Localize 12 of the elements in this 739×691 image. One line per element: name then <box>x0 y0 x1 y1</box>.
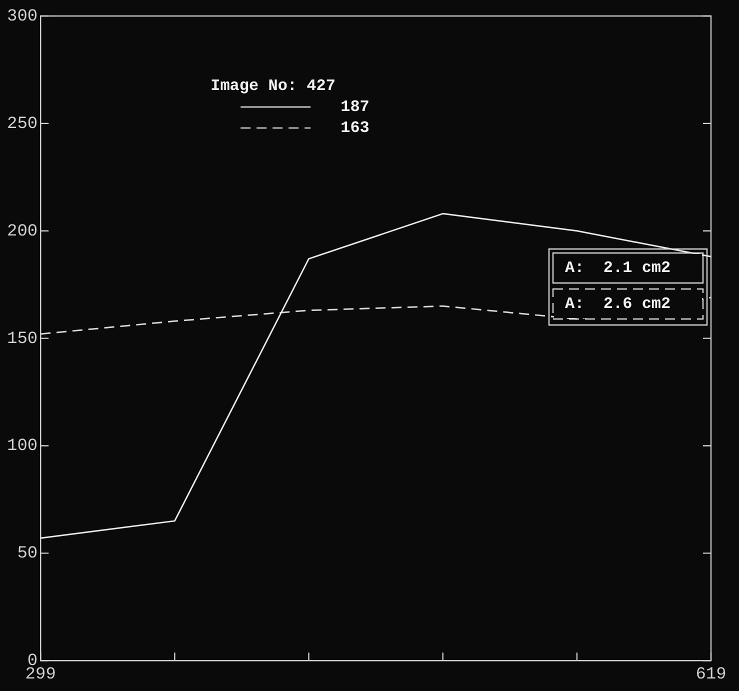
y-tick-label: 250 <box>6 114 38 134</box>
annotation: A: 2.1 cm2 <box>565 259 671 278</box>
y-tick-label: 150 <box>6 330 38 349</box>
legend-label: 163 <box>340 119 370 138</box>
x-tick-label: 619 <box>696 665 726 684</box>
annotation: A: 2.6 cm2 <box>565 295 671 314</box>
legend-label: 187 <box>340 98 370 116</box>
y-tick-label: 300 <box>6 8 38 26</box>
legend-title: Image No: 427 <box>210 77 336 96</box>
y-tick-label: 50 <box>17 544 38 564</box>
y-tick-label: 100 <box>6 437 38 456</box>
y-tick-label: 200 <box>6 222 38 242</box>
